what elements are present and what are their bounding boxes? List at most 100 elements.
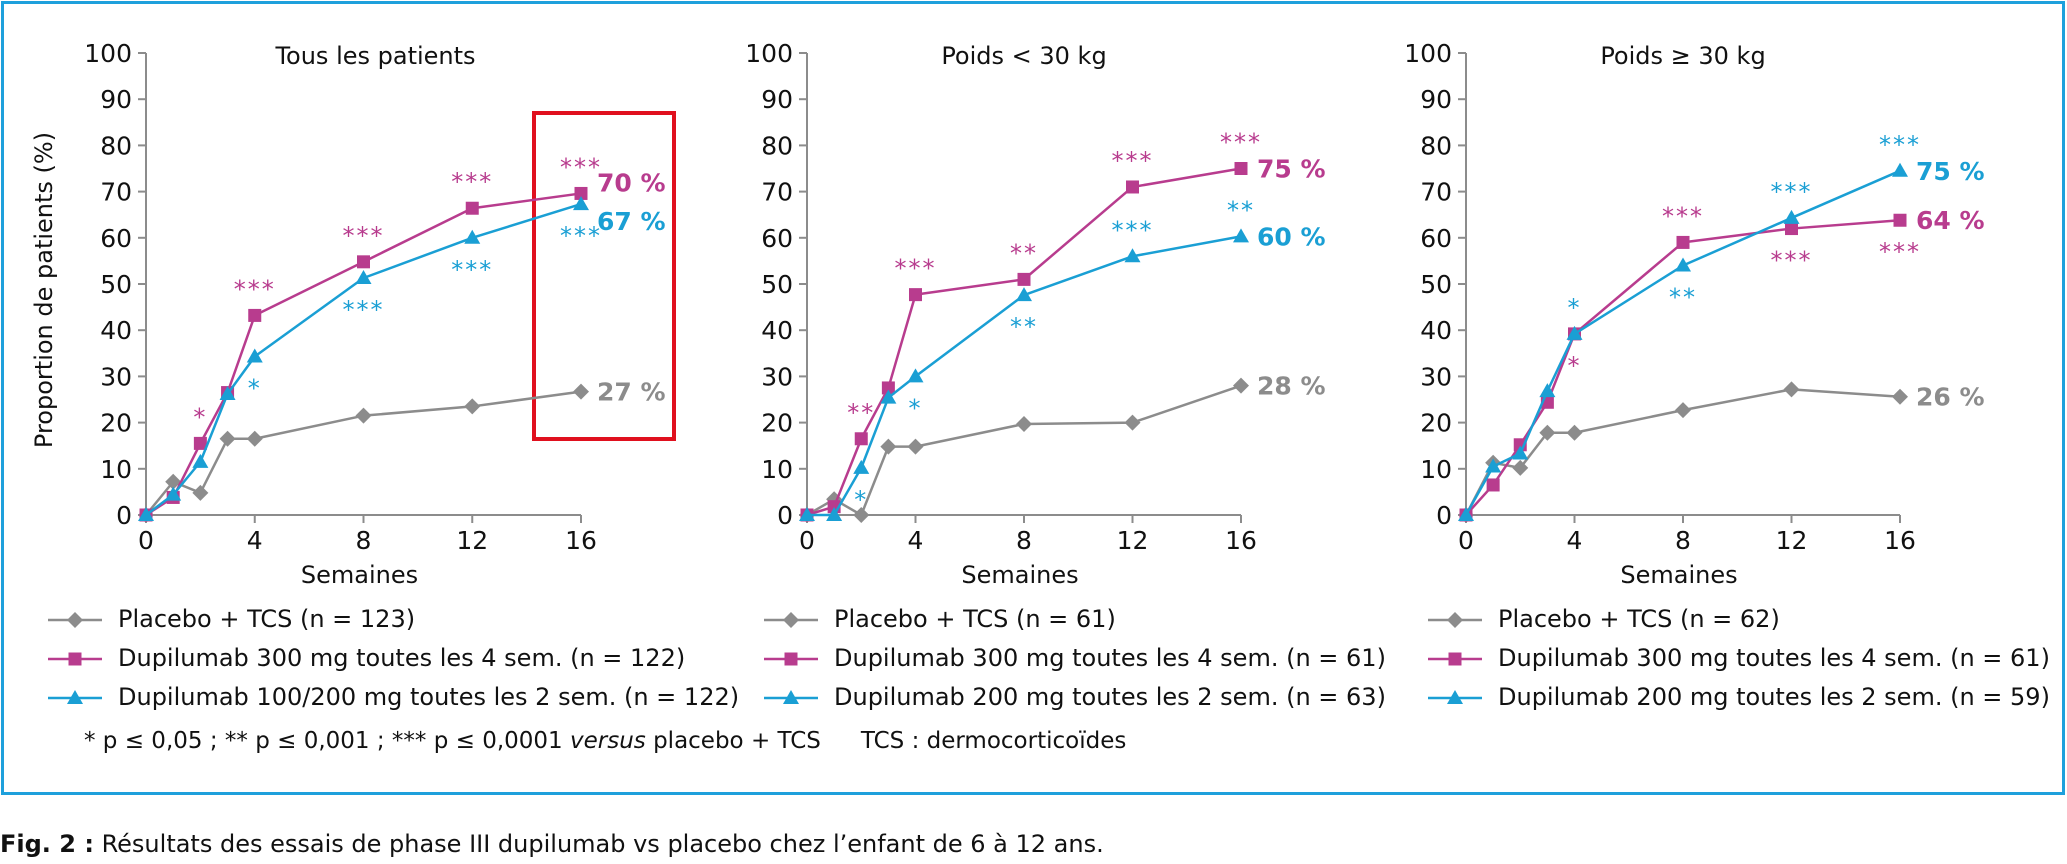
data-point-placebo	[1892, 388, 1908, 405]
data-point-placebo	[246, 430, 263, 447]
data-point-dupi200	[1485, 458, 1502, 473]
y-tick-label: 100	[745, 39, 793, 68]
significance-marker: *	[248, 375, 262, 403]
y-tick-label: 30	[1420, 362, 1452, 391]
series-line-dupi300	[1465, 218, 1901, 516]
y-tick-label: 10	[100, 455, 132, 484]
significance-marker: *	[854, 486, 868, 514]
significance-marker: ***	[1771, 178, 1813, 206]
legend-item-placebo: Placebo + TCS (n = 62)	[1424, 600, 2050, 639]
data-point-dupi200	[853, 459, 870, 474]
legend-all-patients: Placebo + TCS (n = 123) Dupilumab 300 mg …	[44, 600, 739, 717]
data-point-dupi200	[138, 507, 154, 521]
significance-marker: *	[1568, 294, 1582, 322]
y-tick-label: 20	[100, 409, 132, 438]
data-point-dupi200	[573, 196, 589, 211]
significance-marker: *	[1568, 352, 1582, 380]
data-point-dupi300	[1676, 235, 1690, 249]
legend-item-dupi200: Dupilumab 200 mg toutes les 2 sem. (n = …	[760, 678, 1386, 717]
y-tick-label: 10	[761, 455, 793, 484]
data-point-dupi200	[246, 348, 263, 363]
significance-marker: ***	[1771, 247, 1813, 275]
data-point-dupi200	[1016, 287, 1032, 302]
x-tick-label: 4	[1567, 526, 1583, 555]
diamond-line-icon	[1428, 611, 1482, 628]
significance-marker: ***	[1220, 129, 1262, 157]
caption-text: Résultats des essais de phase III dupilu…	[93, 830, 1104, 858]
y-tick-label: 50	[1420, 270, 1452, 299]
x-tick-label: 4	[908, 526, 924, 555]
data-point-dupi300	[1234, 162, 1248, 175]
x-axis-label: Semaines	[961, 561, 1078, 589]
series-line-dupi200	[807, 235, 1242, 517]
y-tick-label: 90	[761, 85, 793, 114]
y-tick-label: 40	[100, 316, 132, 345]
significance-marker: ***	[451, 168, 493, 196]
end-value-label-dupi200: 60 %	[1257, 222, 1326, 251]
data-point-dupi200	[799, 507, 815, 521]
x-axis-label: Semaines	[301, 561, 418, 589]
footnote: * p ≤ 0,05 ; ** p ≤ 0,001 ; *** p ≤ 0,00…	[84, 728, 1126, 754]
x-tick-label: 0	[799, 526, 815, 555]
data-point-dupi200	[826, 507, 843, 521]
chart-title: Poids ≥ 30 kg	[1600, 42, 1765, 70]
data-point-placebo	[573, 383, 589, 400]
data-point-dupi200	[355, 269, 372, 284]
chart-panel-0: 0 10 20 30 40 50 60 70 80 90 100 0 4 8 12 16 Tous les pa…	[30, 39, 676, 589]
x-tick-label: 8	[1016, 526, 1032, 555]
y-tick-label: 20	[761, 409, 793, 438]
data-point-dupi200	[1458, 507, 1474, 521]
data-point-placebo	[464, 398, 481, 415]
y-tick-label: 100	[84, 39, 132, 68]
chart-panel-2: 0 10 20 30 40 50 60 70 80 90 100 0 4 8 12 16 Poids ≥ 30 …	[1404, 39, 1984, 589]
abbreviation-note: TCS : dermocorticoïdes	[860, 728, 1127, 754]
end-value-label-dupi200: 67 %	[597, 207, 666, 236]
data-point-dupi300	[1785, 222, 1798, 236]
data-point-placebo	[165, 473, 182, 490]
data-point-placebo	[1566, 424, 1583, 441]
diamond-line-icon	[48, 611, 102, 628]
data-point-dupi300	[574, 186, 588, 200]
legend-item-placebo: Placebo + TCS (n = 123)	[44, 600, 739, 639]
end-value-label-dupi200: 75 %	[1916, 157, 1985, 186]
significance-marker: **	[1010, 239, 1038, 267]
end-value-label-placebo: 27 %	[597, 378, 666, 407]
data-point-dupi200	[880, 389, 897, 404]
data-point-dupi300	[909, 288, 922, 302]
data-point-dupi300	[1486, 478, 1500, 492]
y-tick-label: 40	[761, 316, 793, 345]
legend-item-dupi300: Dupilumab 300 mg toutes les 4 sem. (n = …	[1424, 639, 2050, 678]
y-tick-label: 50	[100, 270, 132, 299]
data-point-placebo	[192, 484, 209, 501]
caption-label: Fig. 2 :	[0, 830, 94, 858]
data-point-dupi200	[1512, 445, 1529, 460]
significance-marker: *	[909, 394, 923, 422]
legend-under-30kg: Placebo + TCS (n = 61) Dupilumab 300 mg t…	[760, 600, 1386, 717]
y-tick-label: 90	[1420, 85, 1452, 114]
significance-text-end: placebo + TCS	[645, 728, 821, 754]
y-tick-label: 0	[116, 501, 132, 530]
x-tick-label: 16	[1884, 526, 1916, 555]
data-point-dupi300	[1893, 213, 1907, 227]
end-value-label-dupi300: 75 %	[1257, 155, 1326, 184]
x-tick-label: 16	[1225, 526, 1257, 555]
y-tick-label: 10	[1420, 455, 1452, 484]
significance-marker: **	[1010, 313, 1038, 341]
x-tick-label: 4	[247, 526, 263, 555]
legend-label: Placebo + TCS (n = 62)	[1498, 605, 1780, 633]
legend-label: Dupilumab 300 mg toutes les 4 sem. (n = …	[834, 644, 1386, 672]
y-tick-label: 70	[1420, 178, 1452, 207]
end-value-label-placebo: 26 %	[1916, 383, 1985, 412]
legend-label: Placebo + TCS (n = 123)	[118, 605, 416, 633]
data-point-placebo	[1233, 377, 1249, 394]
chart-title: Tous les patients	[274, 42, 475, 70]
series-line-dupi200	[145, 202, 582, 517]
data-point-dupi200	[907, 368, 924, 383]
y-tick-label: 30	[761, 362, 793, 391]
data-point-dupi300	[248, 308, 262, 322]
data-point-dupi200	[165, 486, 182, 501]
y-tick-label: 80	[761, 131, 793, 160]
legend-label: Dupilumab 300 mg toutes les 4 sem. (n = …	[1498, 644, 2050, 672]
y-tick-label: 100	[1404, 39, 1452, 68]
